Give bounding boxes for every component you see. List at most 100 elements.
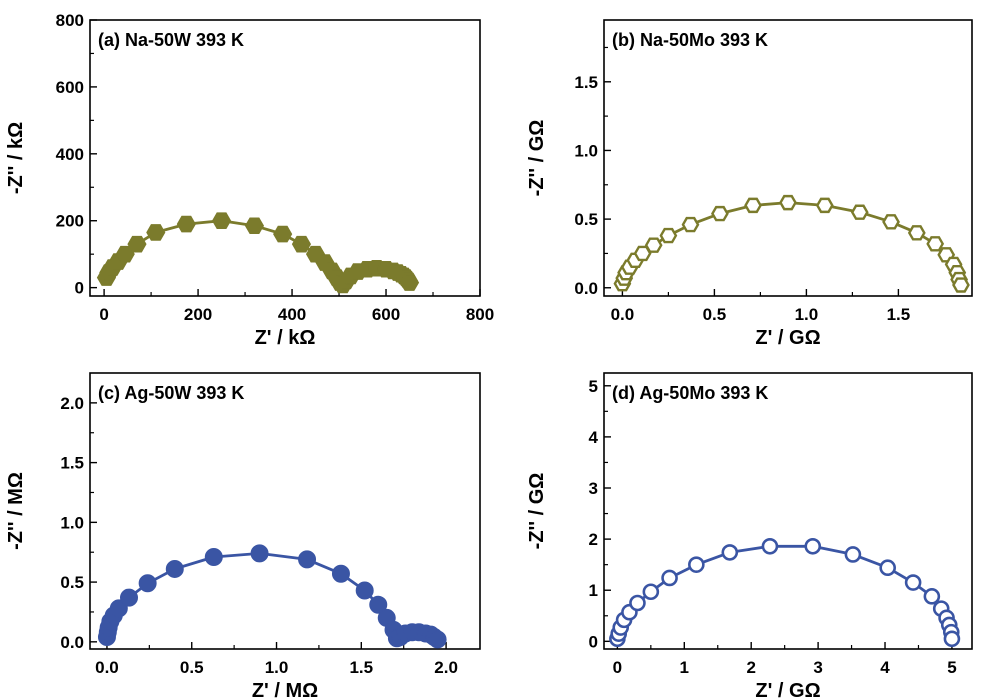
plot-frame bbox=[603, 372, 973, 650]
data-point bbox=[250, 544, 269, 563]
data-point bbox=[943, 630, 961, 648]
data-point bbox=[711, 205, 729, 222]
x-tick-label: 600 bbox=[372, 305, 400, 324]
y-tick-label: 3 bbox=[589, 479, 598, 498]
panel-title: (a) Na-50W 393 K bbox=[98, 30, 244, 50]
x-tick-label: 0 bbox=[613, 658, 622, 677]
y-tick-label: 200 bbox=[56, 212, 84, 231]
x-tick-label: 1.0 bbox=[795, 305, 819, 324]
data-point bbox=[629, 594, 646, 612]
data-point bbox=[138, 574, 157, 593]
data-point bbox=[904, 574, 922, 591]
data-point bbox=[244, 217, 265, 235]
data-point bbox=[850, 204, 869, 220]
data-point bbox=[644, 237, 663, 253]
data-point bbox=[291, 235, 312, 253]
data-point bbox=[779, 194, 797, 211]
data-point bbox=[273, 225, 293, 243]
x-axis-title: Z' / GΩ bbox=[755, 327, 820, 349]
data-point bbox=[659, 227, 678, 244]
y-axis-title: -Z'' / GΩ bbox=[526, 120, 548, 197]
panel-title: (d) Ag-50Mo 393 K bbox=[612, 383, 768, 403]
y-tick-label: 1.5 bbox=[574, 73, 598, 92]
x-axis-title: Z' / MΩ bbox=[252, 680, 318, 698]
data-point bbox=[804, 537, 822, 555]
panel-c: 0.0 0.5 1.0 1.5 2.0 0.0 0.5 1.0 1.5 2.0 (c) Ag-50W… bbox=[5, 372, 481, 698]
data-point bbox=[369, 595, 388, 614]
plot-frame bbox=[603, 19, 973, 297]
x-tick-label: 1.0 bbox=[265, 658, 289, 677]
x-tick-label: 1.5 bbox=[887, 305, 911, 324]
panel-b: 0.0 0.5 1.0 1.5 0.0 0.5 1.0 1.5 (b) Na-50Mo 393 … bbox=[526, 19, 973, 349]
x-tick-label: 0.0 bbox=[95, 658, 119, 677]
data-point bbox=[146, 224, 166, 241]
data-point bbox=[642, 583, 660, 601]
data-point bbox=[761, 537, 779, 555]
data-point bbox=[688, 556, 705, 573]
series-line bbox=[616, 544, 954, 640]
y-axis-title: -Z'' / GΩ bbox=[526, 473, 548, 550]
plot-frame bbox=[89, 372, 481, 650]
y-tick-label: 400 bbox=[56, 145, 84, 164]
data-point bbox=[661, 569, 678, 587]
data-point bbox=[744, 197, 762, 214]
y-tick-label: 0.0 bbox=[60, 633, 84, 652]
panel-title: (b) Na-50Mo 393 K bbox=[612, 30, 768, 50]
data-point bbox=[127, 235, 147, 253]
y-tick-label: 0 bbox=[589, 632, 598, 651]
panel-title: (c) Ag-50W 393 K bbox=[98, 383, 244, 403]
data-point bbox=[844, 546, 862, 563]
x-axis-title: Z' / kΩ bbox=[255, 327, 316, 349]
x-tick-label: 800 bbox=[466, 305, 494, 324]
y-tick-label: 0.5 bbox=[574, 210, 598, 229]
y-tick-label: 0.5 bbox=[60, 573, 84, 592]
data-point bbox=[926, 236, 945, 252]
series-line bbox=[621, 201, 963, 286]
y-tick-label: 2.0 bbox=[60, 394, 84, 413]
data-point bbox=[165, 559, 184, 578]
x-tick-label: 3 bbox=[813, 658, 822, 677]
data-point bbox=[952, 277, 970, 293]
y-tick-label: 800 bbox=[56, 11, 84, 30]
x-tick-label: 1 bbox=[680, 658, 689, 677]
y-tick-label: 0 bbox=[75, 279, 84, 298]
data-point bbox=[211, 212, 232, 230]
x-tick-label: 2 bbox=[746, 658, 755, 677]
data-point bbox=[355, 581, 374, 600]
data-point bbox=[204, 548, 223, 566]
x-tick-label: 4 bbox=[880, 658, 890, 677]
data-point bbox=[882, 214, 900, 230]
y-tick-label: 4 bbox=[589, 428, 599, 447]
data-point bbox=[681, 216, 700, 233]
plot-frame bbox=[89, 19, 481, 297]
x-axis-title: Z' / GΩ bbox=[755, 680, 820, 698]
x-tick-label: 1.5 bbox=[349, 658, 373, 677]
data-point bbox=[176, 215, 196, 233]
data-point bbox=[923, 588, 941, 605]
data-point bbox=[428, 630, 447, 649]
x-tick-label: 0.5 bbox=[703, 305, 727, 324]
y-axis-title: -Z'' / kΩ bbox=[5, 122, 27, 194]
y-tick-label: 0.0 bbox=[574, 279, 598, 298]
data-point bbox=[399, 274, 420, 291]
data-point bbox=[120, 588, 138, 607]
y-axis-title: -Z'' / MΩ bbox=[5, 472, 27, 550]
y-tick-label: 5 bbox=[589, 377, 598, 396]
data-point bbox=[879, 559, 896, 577]
panel-a: 0 200 400 600 800 0 200 400 600 800 (a) Na-50W 393… bbox=[5, 11, 494, 349]
y-tick-label: 2 bbox=[589, 530, 598, 549]
data-point bbox=[815, 197, 834, 214]
y-tick-label: 1.5 bbox=[60, 454, 84, 473]
x-tick-label: 0 bbox=[99, 305, 108, 324]
x-tick-label: 0.5 bbox=[180, 658, 204, 677]
y-tick-label: 1.0 bbox=[60, 513, 84, 532]
panel-d: 0 1 2 3 4 5 0 1 2 3 4 5 (d) Ag-50Mo 393 K Z' / GΩ -Z''… bbox=[526, 372, 973, 698]
data-point bbox=[298, 550, 317, 569]
data-point bbox=[331, 564, 350, 583]
x-tick-label: 400 bbox=[278, 305, 306, 324]
y-tick-label: 600 bbox=[56, 78, 84, 97]
data-point bbox=[907, 225, 926, 241]
y-tick-label: 1 bbox=[589, 581, 598, 600]
y-tick-label: 1.0 bbox=[574, 141, 598, 160]
